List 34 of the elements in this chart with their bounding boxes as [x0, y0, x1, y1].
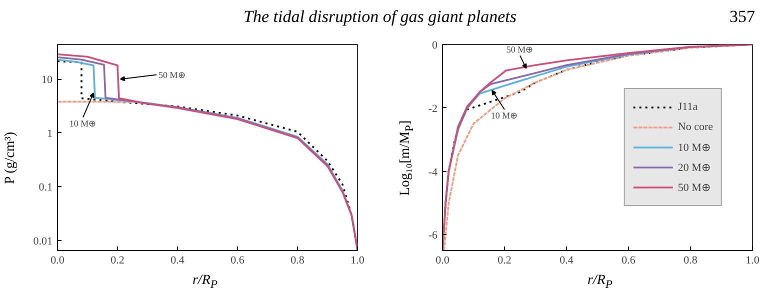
x-tick-label: 0.8: [684, 254, 698, 266]
x-axis-title: r/R$_{P}$: [586, 272, 614, 293]
x-tick-label: 0.0: [50, 254, 65, 266]
x-tick-label: 0.8: [290, 254, 305, 266]
x-tick-label: 0.6: [622, 254, 636, 266]
x-tick-label: 1.0: [746, 254, 760, 266]
y-tick-label: 1: [47, 128, 52, 140]
annotation: 50 M⊕: [158, 70, 186, 80]
annotation: 10 M⊕: [490, 110, 518, 120]
x-axis-title: r/R$_{P}$: [191, 272, 218, 293]
legend-label: 50 M⊕: [678, 180, 710, 194]
y-tick-label: -4: [428, 166, 438, 178]
y-tick-label: 0.01: [33, 235, 52, 248]
y-tick-label: 10: [42, 74, 53, 86]
legend-label: 20 M⊕: [678, 160, 710, 174]
x-tick-label: 0.0: [436, 254, 450, 266]
x-tick-label: 0.2: [498, 254, 512, 266]
y-tick-label: 0: [432, 40, 438, 52]
x-tick-label: 0.6: [230, 254, 245, 266]
x-tick-label: 0.2: [110, 254, 124, 266]
legend-label: J11a: [678, 101, 698, 113]
chart-title: The tidal disruption of gas giant planets: [244, 7, 516, 26]
annotation: 50 M⊕: [506, 44, 534, 55]
annotation: 10 M⊕: [69, 118, 97, 128]
x-tick-label: 1.0: [350, 254, 365, 266]
text: 357: [730, 6, 755, 28]
x-tick-label: 0.4: [170, 254, 185, 266]
legend-label: No core: [678, 121, 713, 133]
x-tick-label: 0.4: [560, 254, 574, 266]
y-tick-label: -2: [428, 102, 438, 115]
y-axis-title: P (g/cm³): [2, 130, 19, 186]
y-tick-label: 0.1: [38, 182, 52, 194]
legend-label: 10 M⊕: [678, 140, 710, 154]
y-tick-label: -6: [428, 230, 438, 242]
